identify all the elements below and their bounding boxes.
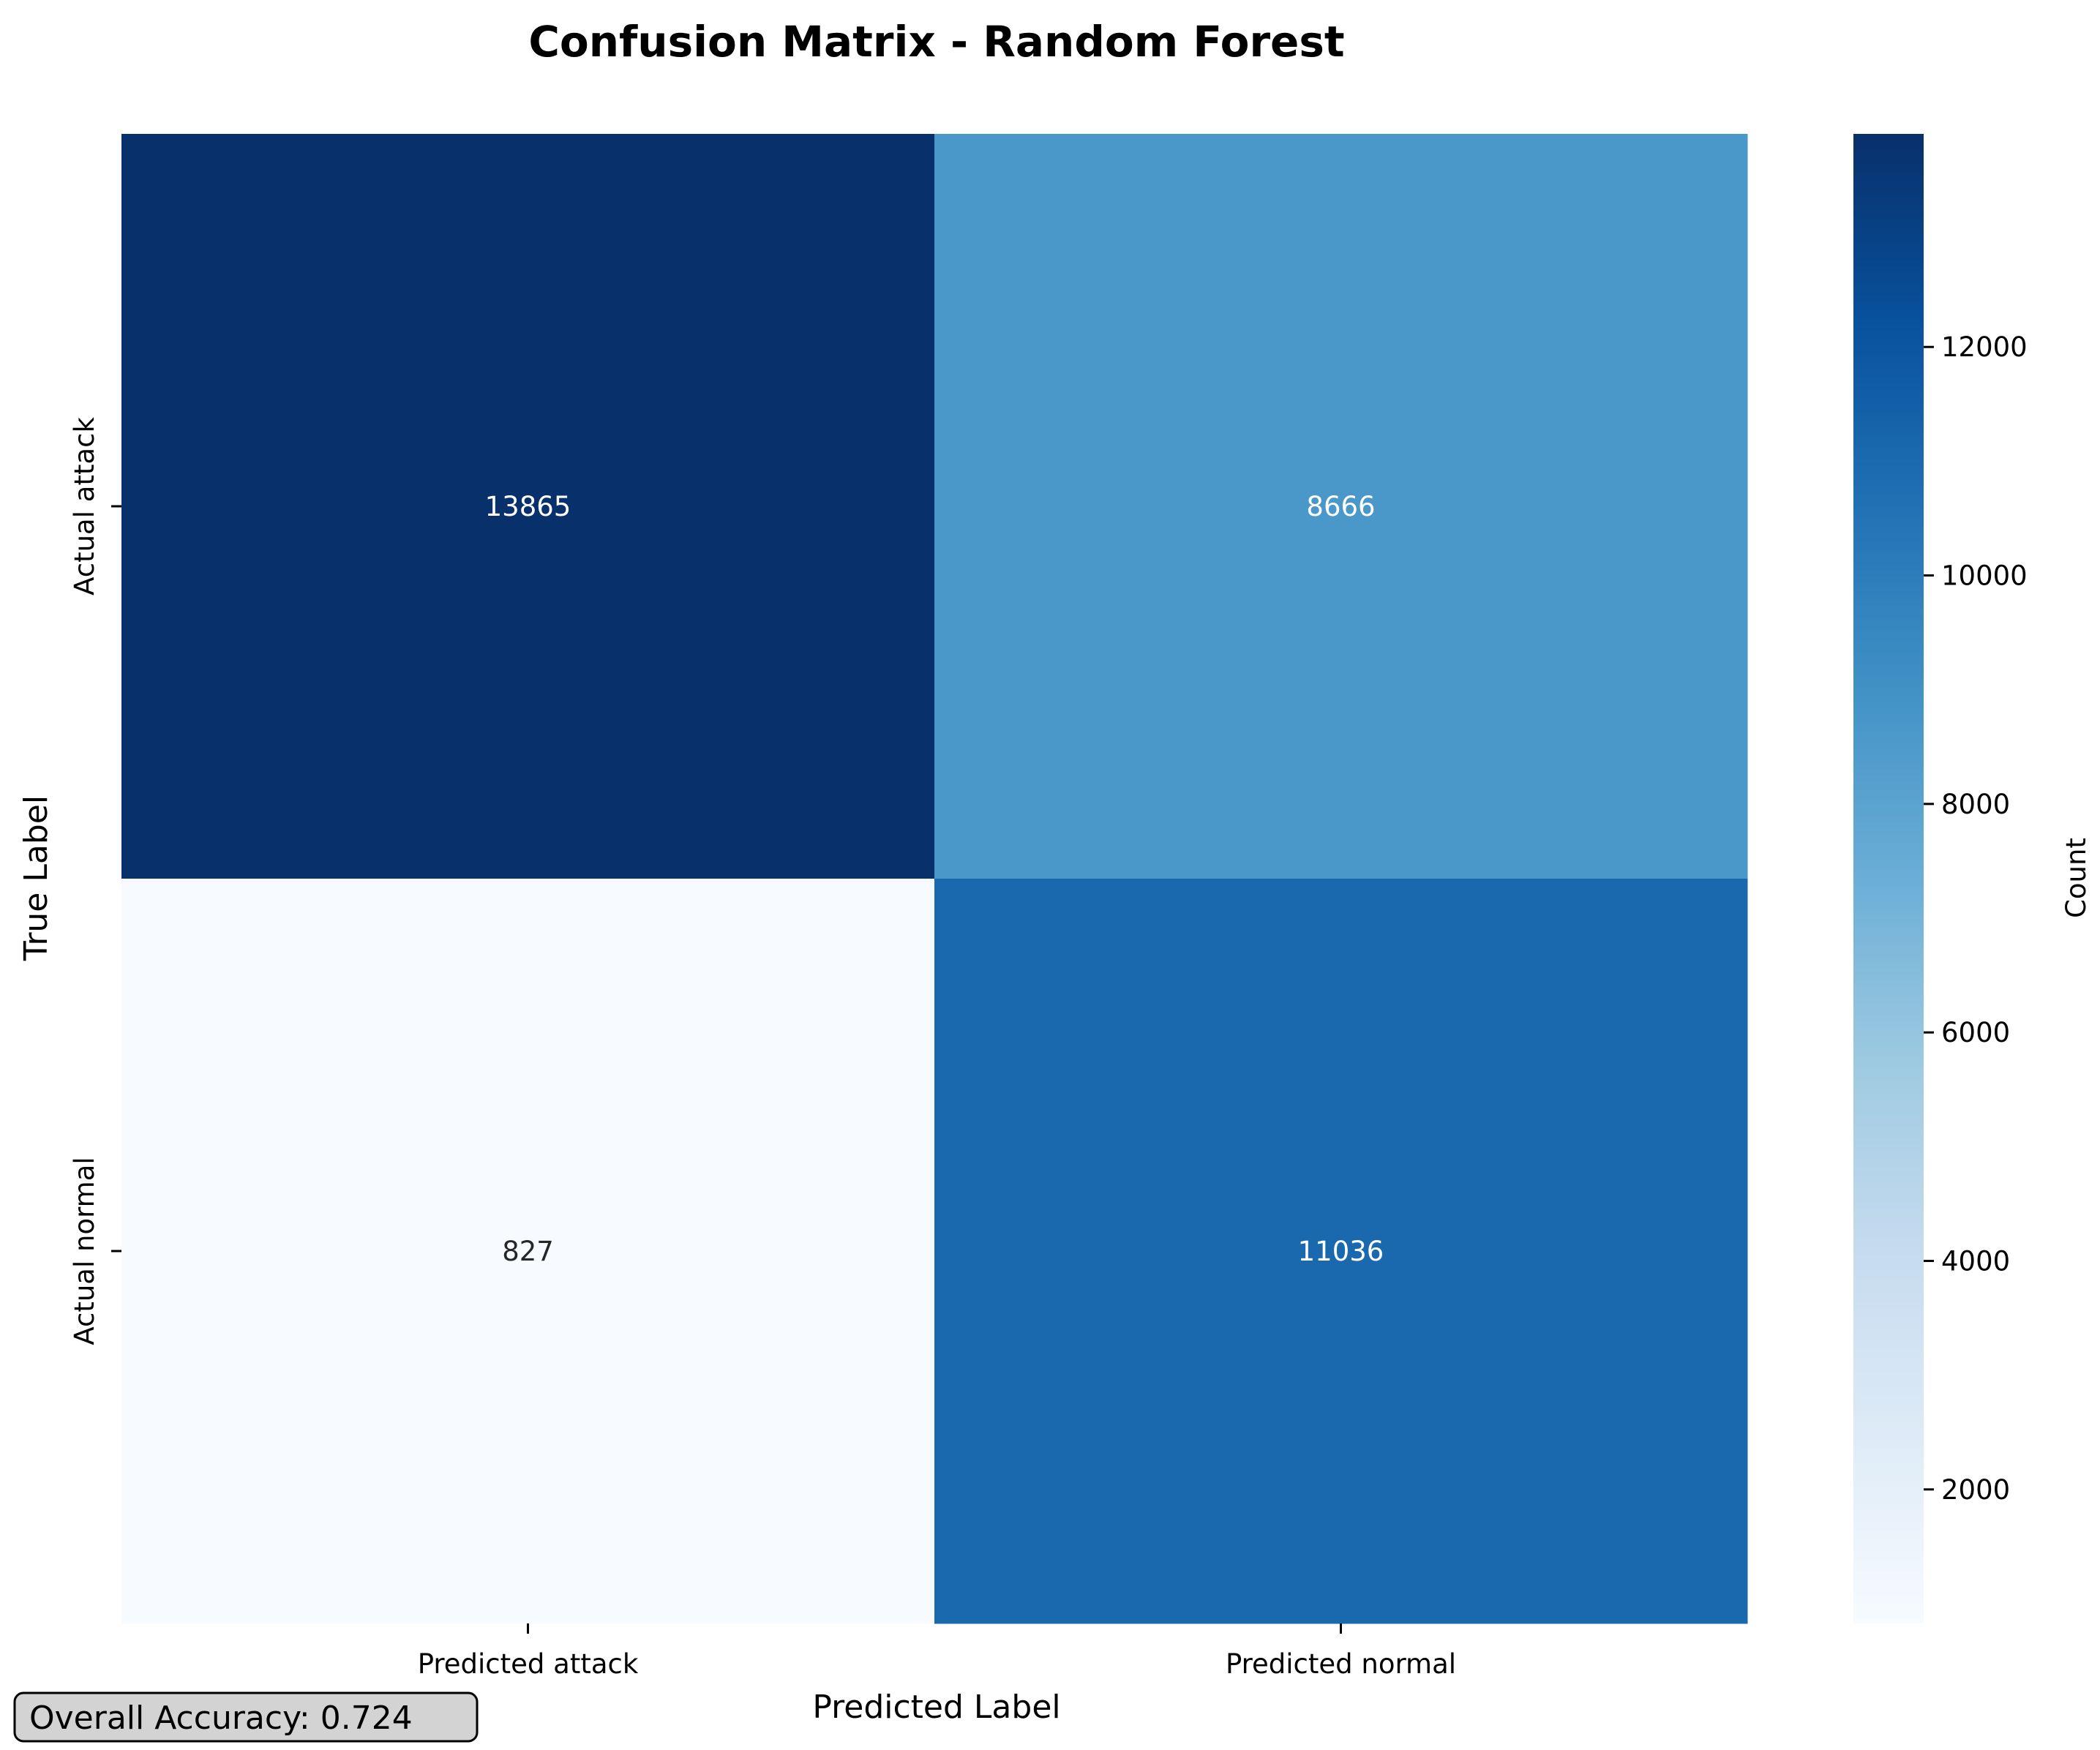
heatmap-cell <box>934 134 1748 879</box>
chart-title: Confusion Matrix - Random Forest <box>528 17 1344 67</box>
y-tick-label: Actual attack <box>69 417 100 596</box>
colorbar-tick-label: 8000 <box>1941 789 2010 820</box>
colorbar-tick-label: 10000 <box>1941 560 2028 592</box>
colorbar-tick-label: 6000 <box>1941 1017 2010 1048</box>
heatmap-cell-label: 8666 <box>1306 491 1375 522</box>
colorbar-tick-label: 12000 <box>1941 331 2028 363</box>
colorbar <box>1853 134 1924 1623</box>
heatmap-cell-label: 13865 <box>485 491 571 522</box>
colorbar-ticks: 2000 4000 6000 8000 10000 12000 <box>1924 331 2028 1506</box>
colorbar-tick-label: 2000 <box>1941 1474 2010 1506</box>
colorbar-label: Count <box>2060 838 2092 918</box>
heatmap-cell-label: 827 <box>502 1236 554 1267</box>
heatmap-cells <box>121 134 1748 1624</box>
accuracy-text: Overall Accuracy: 0.724 <box>29 1700 413 1737</box>
heatmap-cell <box>934 879 1748 1624</box>
heatmap-cell <box>121 879 935 1624</box>
x-axis-title: Predicted Label <box>812 1689 1060 1726</box>
y-axis-ticks: Actual attack Actual normal <box>69 417 121 1345</box>
heatmap-cell <box>121 134 935 879</box>
colorbar-tick-label: 4000 <box>1941 1246 2010 1277</box>
heatmap-cell-label: 11036 <box>1298 1236 1384 1267</box>
x-tick-label: Predicted normal <box>1226 1648 1456 1680</box>
accuracy-badge <box>13 1691 479 1743</box>
x-axis-ticks: Predicted attack Predicted normal <box>418 1623 1456 1680</box>
y-tick-label: Actual normal <box>69 1157 100 1345</box>
y-axis-title: True Label <box>18 795 55 961</box>
heatmap-cell-labels: 13865 8666 827 11036 <box>485 491 1384 1267</box>
x-tick-label: Predicted attack <box>418 1648 639 1680</box>
